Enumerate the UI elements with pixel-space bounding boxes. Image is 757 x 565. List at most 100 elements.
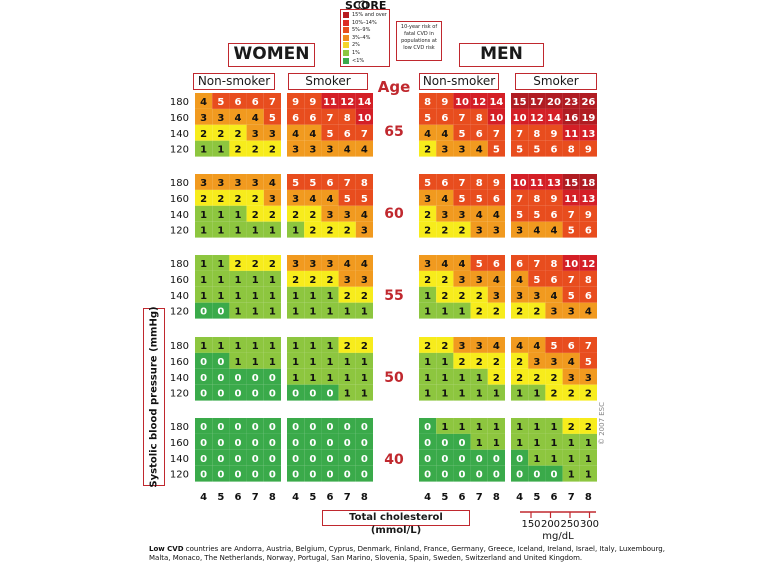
heatmap-cell [246, 433, 264, 450]
cell-value-label: 12 [530, 113, 544, 124]
heatmap-cell [436, 418, 454, 434]
cell-value-label: 0 [424, 454, 431, 465]
cell-value-label: 4 [424, 129, 431, 140]
cell-value-label: 1 [309, 291, 316, 302]
cell-value-label: 4 [292, 129, 299, 140]
heatmap-cell [562, 189, 580, 206]
heatmap-cell [229, 302, 247, 319]
heatmap-cell [287, 189, 305, 206]
heatmap-cell [338, 140, 356, 157]
cell-value-label: 2 [309, 210, 316, 221]
cell-value-label: 1 [217, 275, 224, 286]
mgdl-tick-label: 150 [521, 519, 540, 530]
cell-value-label: 4 [200, 97, 207, 108]
cell-value-label: 0 [292, 389, 299, 400]
heatmap-cell [528, 302, 546, 319]
cell-value-label: 5 [361, 194, 368, 205]
heatmap-cell [321, 124, 339, 141]
cell-value-label: 0 [252, 389, 259, 400]
cell-value-label: 0 [361, 422, 368, 433]
cell-value-label: 5 [533, 275, 540, 286]
heatmap-cell [338, 93, 356, 109]
cell-value-label: 3 [200, 113, 207, 124]
cell-value-label: 0 [217, 422, 224, 433]
cell-value-label: 3 [252, 178, 259, 189]
heatmap-cell [287, 433, 305, 450]
cell-value-label: 5 [459, 194, 466, 205]
heatmap-cell [453, 368, 471, 385]
heatmap-cell [579, 433, 597, 450]
heatmap-cell [355, 140, 373, 157]
women-label: WOMEN [228, 43, 315, 67]
heatmap-cell [562, 449, 580, 466]
cell-value-label: 1 [309, 373, 316, 384]
heatmap-cell [321, 449, 339, 466]
cell-value-label: 1 [361, 357, 368, 368]
cell-value-label: 6 [585, 291, 592, 302]
heatmap-cell [453, 465, 471, 482]
heatmap-cell [355, 270, 373, 287]
cell-value-label: 0 [235, 389, 242, 400]
cell-value-label: 8 [476, 178, 483, 189]
heatmap-cell [436, 140, 454, 157]
heatmap-cell [321, 337, 339, 353]
heatmap-cell [470, 270, 488, 287]
cell-value-label: 0 [200, 422, 207, 433]
footnote-text: countries are Andorra, Austria, Belgium,… [149, 545, 665, 562]
cell-value-label: 3 [493, 291, 500, 302]
cell-value-label: 5 [327, 129, 334, 140]
heatmap-cell [212, 352, 230, 369]
legend-swatch [343, 19, 349, 26]
heatmap-cell [579, 108, 597, 125]
cell-value-label: 2 [568, 389, 575, 400]
heatmap-cell [545, 108, 563, 125]
heatmap-cell [562, 368, 580, 385]
heatmap-cell [511, 337, 529, 353]
heatmap-cell [304, 205, 322, 222]
heatmap-cell [212, 140, 230, 157]
heatmap-cell [304, 286, 322, 303]
heatmap-cell [487, 384, 505, 401]
heatmap-cell [511, 255, 529, 271]
heatmap-cell [419, 337, 437, 353]
cell-value-label: 2 [269, 145, 276, 156]
cell-value-label: 9 [585, 210, 592, 221]
cell-value-label: 6 [585, 226, 592, 237]
heatmap-cell [470, 384, 488, 401]
cell-value-label: 3 [200, 178, 207, 189]
heatmap-cell [579, 418, 597, 434]
cell-value-label: 12 [472, 97, 486, 108]
cell-value-label: 1 [252, 291, 259, 302]
cell-value-label: 4 [568, 357, 575, 368]
heatmap-cell [453, 189, 471, 206]
heatmap-cell [562, 384, 580, 401]
cell-value-label: 1 [585, 454, 592, 465]
cell-value-label: 1 [269, 226, 276, 237]
cell-value-label: 6 [441, 113, 448, 124]
legend-swatch [343, 42, 349, 49]
y-tick-label: 120 [170, 307, 189, 318]
cell-value-label: 1 [269, 341, 276, 352]
cell-value-label: 10 [357, 113, 371, 124]
women-smoker-label: Smoker [288, 73, 368, 90]
y-tick-label: 140 [170, 291, 189, 302]
cell-value-label: 2 [493, 357, 500, 368]
cell-value-label: 14 [489, 97, 503, 108]
heatmap-cell [338, 205, 356, 222]
heatmap-cell [229, 449, 247, 466]
heatmap-cell [487, 433, 505, 450]
heatmap-cell [246, 352, 264, 369]
heatmap-cell [195, 352, 213, 369]
heatmap-cell [338, 174, 356, 190]
heatmap-cell [436, 124, 454, 141]
cell-value-label: 1 [533, 438, 540, 449]
cell-value-label: 1 [585, 438, 592, 449]
heatmap-cell [436, 368, 454, 385]
heatmap-cell [562, 174, 580, 190]
heatmap-cell [419, 449, 437, 466]
heatmap-cell [212, 174, 230, 190]
heatmap-cell [287, 384, 305, 401]
info-line: populations at [401, 38, 437, 44]
cell-value-label: 0 [252, 454, 259, 465]
heatmap-cell [419, 270, 437, 287]
